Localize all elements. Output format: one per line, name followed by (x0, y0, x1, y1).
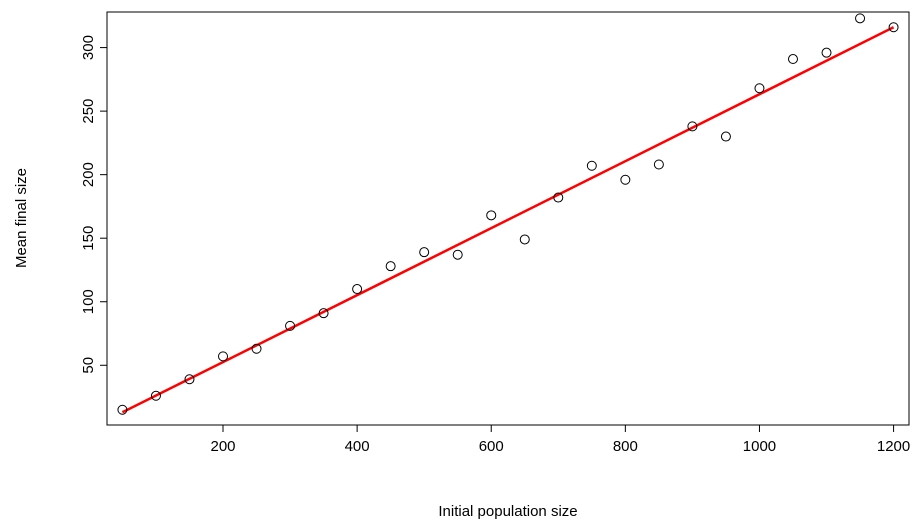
x-tick-label: 600 (479, 438, 504, 455)
data-point (653, 159, 664, 170)
data-point (452, 249, 463, 260)
x-axis-label: Initial population size (438, 503, 577, 520)
data-point (720, 131, 731, 142)
data-point (787, 54, 798, 65)
fit-line-layer (121, 26, 895, 414)
y-tick-label: 100 (80, 289, 97, 314)
y-tick-label: 250 (80, 99, 97, 124)
data-point (687, 121, 698, 132)
data-point (352, 284, 363, 295)
data-point (318, 308, 329, 319)
data-point (285, 320, 296, 331)
x-tick-label: 1200 (877, 438, 910, 455)
y-tick-label: 50 (80, 357, 97, 374)
plot-frame (106, 11, 910, 426)
y-tick-label: 150 (80, 226, 97, 251)
y-axis-label: Mean final size (13, 168, 30, 268)
data-point (519, 234, 530, 245)
y-tick-label: 200 (80, 162, 97, 187)
data-point (553, 192, 564, 203)
data-point (117, 404, 128, 415)
y-tick-label: 300 (80, 35, 97, 60)
data-point (419, 247, 430, 258)
fit-line (121, 26, 895, 414)
data-point (150, 390, 161, 401)
x-tick-label: 800 (613, 438, 638, 455)
data-point (888, 22, 899, 33)
data-point (251, 343, 262, 354)
data-point (754, 83, 765, 94)
data-point (821, 47, 832, 58)
y-axis: 50 100 150 200 250 300 (80, 35, 107, 374)
x-tick-label: 200 (210, 438, 235, 455)
data-point (620, 174, 631, 185)
points-layer (117, 13, 899, 415)
data-point (184, 374, 195, 385)
data-point (218, 351, 229, 362)
x-tick-label: 1000 (743, 438, 776, 455)
x-tick-label: 400 (345, 438, 370, 455)
data-point (486, 210, 497, 221)
data-point (586, 160, 597, 171)
data-point (855, 13, 866, 24)
data-point (385, 261, 396, 272)
x-axis: 200 400 600 800 1000 1200 (210, 425, 910, 455)
